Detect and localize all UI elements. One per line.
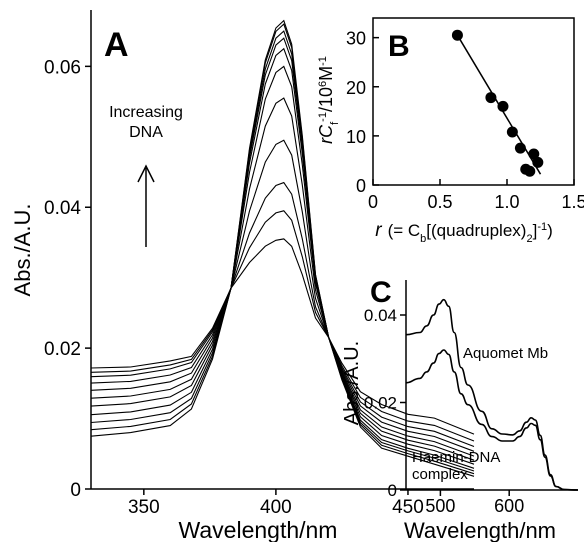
panel-a-y-tick-label: 0 (70, 480, 81, 501)
panel-a-label: A (104, 26, 129, 64)
panel-c-spectra (405, 298, 579, 491)
panel-c-x-ticks: 500 600 (425, 490, 524, 516)
panel-c-x-axis-label: Wavelength/nm (404, 518, 556, 542)
panel-b-y-tick-label: 20 (346, 78, 366, 98)
panel-b-data-point (524, 165, 536, 177)
panel-c-series-label-haemin-line2: complex (412, 466, 468, 483)
panel-c-y-tick-label: 0 (388, 481, 397, 500)
panel-a-y-tick-label: 0.02 (44, 339, 81, 360)
panel-a-series-line (90, 139, 475, 452)
panel-c-y-ticks: 0 0.02 0.04 (364, 306, 406, 500)
panel-b-data-point (497, 100, 509, 112)
panel-b-data-point (528, 148, 540, 160)
panel-b-x-axis-label: r (= Cb[(quadruplex)2]-1) (375, 220, 553, 245)
panel-b-x-tick-label: 1.0 (494, 192, 519, 212)
panel-a-series-line (90, 23, 475, 475)
panel-a-y-ticks: 0 0.02 0.04 0.06 (44, 57, 91, 501)
panel-a-series-line (90, 19, 475, 477)
panel-a-series-line (90, 30, 475, 472)
panel-a-x-axis-label: Wavelength/nm (179, 517, 338, 542)
panel-b-data-point (451, 29, 463, 41)
panel-b-x-tick-label: 0 (368, 192, 378, 212)
panel-c-x-tick-label: 600 (494, 496, 524, 516)
panel-c-x-tick-label: 500 (425, 496, 455, 516)
panel-b-y-ticks: 0 10 20 30 (346, 29, 379, 196)
panel-b-x-ticks: 0 0.5 1.0 1.5 (368, 179, 584, 212)
panel-b-y-tick-label: 10 (346, 127, 366, 147)
panel-a-series-line (90, 65, 475, 461)
panel-b-y-tick-label: 0 (356, 176, 366, 196)
panel-a-series-line (90, 47, 475, 465)
panel-b: 0 10 20 30 0 0.5 1.0 1.5 B rCf-1/106M-1 r (= Cb… (316, 17, 584, 245)
panel-c-label: C (370, 276, 392, 309)
panel-a-up-arrow-icon (137, 164, 155, 247)
panel-b-data-point (532, 156, 544, 168)
panel-a-annotation-line2: DNA (129, 124, 163, 141)
panel-b-y-axis-label: rCf-1/106M-1 (316, 56, 341, 144)
panel-a-x-tick-label: 350 (128, 497, 160, 518)
panel-a-y-axis-label: Abs./A.U. (10, 204, 35, 297)
panel-c-series-line (405, 349, 579, 491)
panel-a-series-line (90, 238, 475, 435)
panel-a-x-tick-label: 400 (260, 497, 292, 518)
panel-b-x-tick-label: 0.5 (427, 192, 452, 212)
panel-a-series-line (90, 210, 475, 442)
panel-c-series-label-haemin-line1: Haemin-DNA (412, 449, 500, 466)
panel-b-frame (372, 17, 575, 186)
panel-c-y-tick-label: 0.04 (364, 306, 397, 325)
panel-b-x-tick-label: 1.5 (561, 192, 584, 212)
panel-c: 0 0.02 0.04 500 600 C Aquomet Mb Haemin-DNA… (341, 276, 579, 542)
panel-b-points (451, 29, 544, 177)
panel-a-annotation-line1: Increasing (109, 104, 183, 121)
panel-a-spectra (90, 19, 475, 477)
panel-a-series-line (90, 181, 475, 448)
panel-c-series-label-aquomet: Aquomet Mb (463, 345, 548, 362)
panel-c-y-tick-label: 0.02 (364, 394, 397, 413)
panel-b-label: B (388, 30, 410, 63)
panel-a-y-tick-label: 0.06 (44, 57, 81, 78)
panel-b-y-tick-label: 30 (346, 29, 366, 49)
panel-b-data-point (485, 92, 497, 104)
panel-a: 0 0.02 0.04 0.06 350 400 450 A Increasing DNA… (10, 10, 475, 542)
panel-b-data-point (514, 142, 526, 154)
panel-a-x-ticks: 350 400 450 (128, 489, 424, 518)
panel-c-y-axis-label: Abs./A.U. (341, 341, 363, 425)
panel-a-series-line (90, 37, 475, 469)
panel-c-series-line (405, 298, 579, 491)
panel-a-x-tick-label: 450 (392, 497, 424, 518)
panel-a-series-line (90, 97, 475, 457)
panel-a-y-tick-label: 0.04 (44, 198, 81, 219)
panel-b-data-point (506, 126, 518, 138)
